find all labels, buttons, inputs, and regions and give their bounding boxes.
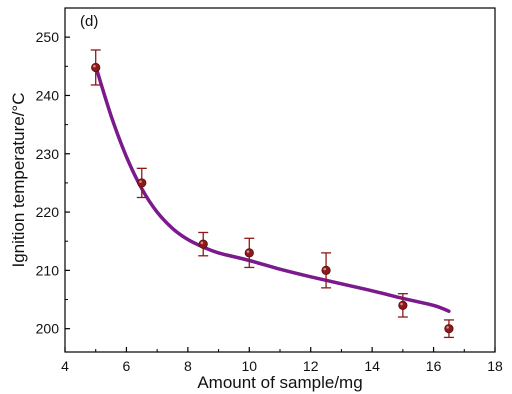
y-tick-label: 220 bbox=[36, 204, 60, 220]
data-point bbox=[398, 300, 408, 310]
x-axis-ticks: 4 6 8 10 12 14 16 18 bbox=[61, 347, 503, 374]
y-axis-ticks: 200 210 220 230 240 250 bbox=[36, 29, 70, 337]
fit-curve bbox=[93, 64, 451, 313]
plot-border bbox=[64, 7, 496, 353]
data-point bbox=[244, 248, 254, 258]
x-tick-label: 18 bbox=[487, 358, 503, 374]
y-tick-label: 230 bbox=[36, 146, 60, 162]
data-point bbox=[137, 178, 147, 188]
data-point-highlight bbox=[93, 64, 96, 68]
x-tick-label: 12 bbox=[303, 358, 319, 374]
plot-frame bbox=[64, 7, 496, 353]
x-tick-label: 8 bbox=[184, 358, 192, 374]
data-point-highlight bbox=[400, 302, 403, 306]
y-axis-title: Ignition temperature/°C bbox=[9, 93, 28, 268]
x-axis-title: Amount of sample/mg bbox=[197, 373, 362, 392]
data-point-highlight bbox=[139, 180, 142, 183]
data-point bbox=[91, 62, 101, 73]
x-tick-label: 10 bbox=[241, 358, 257, 374]
x-tick-label: 4 bbox=[61, 358, 69, 374]
x-tick-label: 6 bbox=[123, 358, 131, 374]
y-tick-label: 250 bbox=[36, 29, 60, 45]
x-tick-label: 14 bbox=[364, 358, 380, 374]
y-tick-label: 210 bbox=[36, 262, 60, 278]
data-point-highlight bbox=[446, 326, 449, 329]
data-point-highlight bbox=[323, 267, 327, 271]
data-points bbox=[91, 62, 454, 334]
data-point-highlight bbox=[246, 250, 250, 253]
data-point bbox=[321, 265, 331, 275]
data-point bbox=[198, 239, 208, 249]
x-tick-label: 16 bbox=[426, 358, 442, 374]
y-tick-label: 200 bbox=[36, 321, 60, 337]
panel-label: (d) bbox=[80, 13, 98, 30]
data-point-highlight bbox=[200, 241, 204, 245]
y-tick-label: 240 bbox=[36, 87, 60, 103]
data-point bbox=[444, 324, 454, 334]
